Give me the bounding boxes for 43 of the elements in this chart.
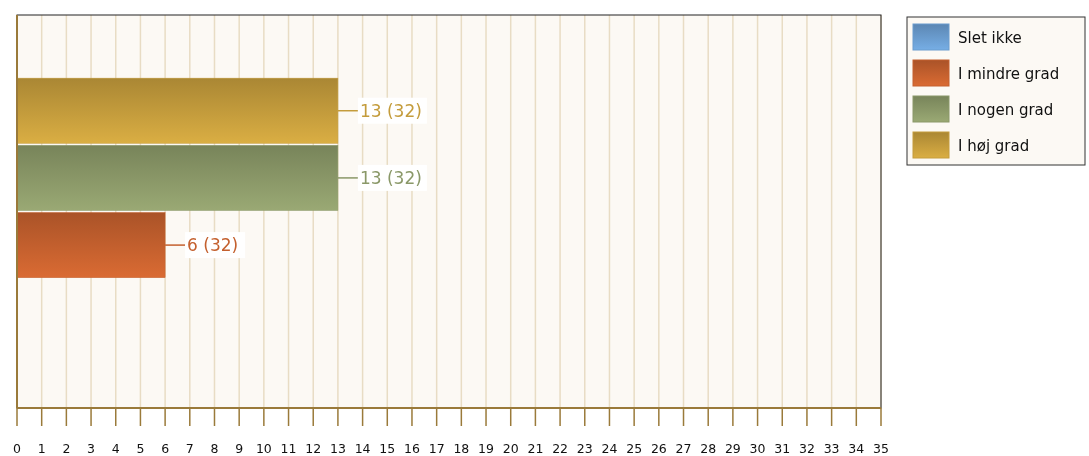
- x-tick-label: 21: [527, 441, 544, 456]
- x-tick-label: 35: [873, 441, 889, 456]
- x-tick-label: 28: [700, 441, 717, 456]
- x-tick-label: 5: [136, 441, 145, 456]
- legend-label: I mindre grad: [958, 65, 1060, 83]
- x-tick-label: 3: [87, 441, 96, 456]
- x-tick-label: 26: [650, 441, 667, 456]
- x-tick-label: 19: [478, 441, 495, 456]
- x-tick-label: 0: [13, 441, 22, 456]
- data-label: 13 (32): [359, 100, 422, 121]
- x-tick-label: 16: [404, 441, 420, 456]
- x-tick-label: 1: [37, 441, 46, 456]
- x-tick-label: 23: [576, 441, 593, 456]
- x-tick-label: 34: [848, 441, 865, 456]
- x-tick-label: 10: [255, 441, 272, 456]
- x-tick-label: 31: [774, 441, 791, 456]
- legend-label: I høj grad: [958, 137, 1030, 155]
- x-tick-label: 29: [724, 441, 741, 456]
- data-label: 13 (32): [359, 167, 422, 188]
- x-tick-label: 2: [62, 441, 71, 456]
- x-tick-label: 15: [379, 441, 396, 456]
- x-tick-label: 25: [626, 441, 643, 456]
- x-tick-label: 32: [798, 441, 815, 456]
- x-tick-label: 9: [235, 441, 244, 456]
- x-tick-label: 13: [329, 441, 346, 456]
- x-tick-label: 33: [823, 441, 840, 456]
- x-tick-label: 11: [280, 441, 297, 456]
- x-tick-label: 7: [185, 441, 194, 456]
- legend-label: Slet ikke: [958, 29, 1022, 47]
- x-tick-label: 14: [354, 441, 371, 456]
- x-tick-label: 20: [502, 441, 519, 456]
- x-tick-label: 4: [111, 441, 120, 456]
- x-tick-label: 17: [428, 441, 445, 456]
- x-tick-label: 8: [210, 441, 219, 456]
- data-label: 6 (32): [187, 235, 239, 256]
- x-tick-label: 12: [305, 441, 322, 456]
- legend-label: I nogen grad: [958, 101, 1054, 119]
- x-tick-label: 24: [601, 441, 618, 456]
- x-tick-label: 27: [675, 441, 692, 456]
- x-tick-label: 22: [552, 441, 569, 456]
- x-tick-label: 6: [161, 441, 170, 456]
- x-tick-label: 18: [453, 441, 470, 456]
- x-tick-label: 30: [749, 441, 766, 456]
